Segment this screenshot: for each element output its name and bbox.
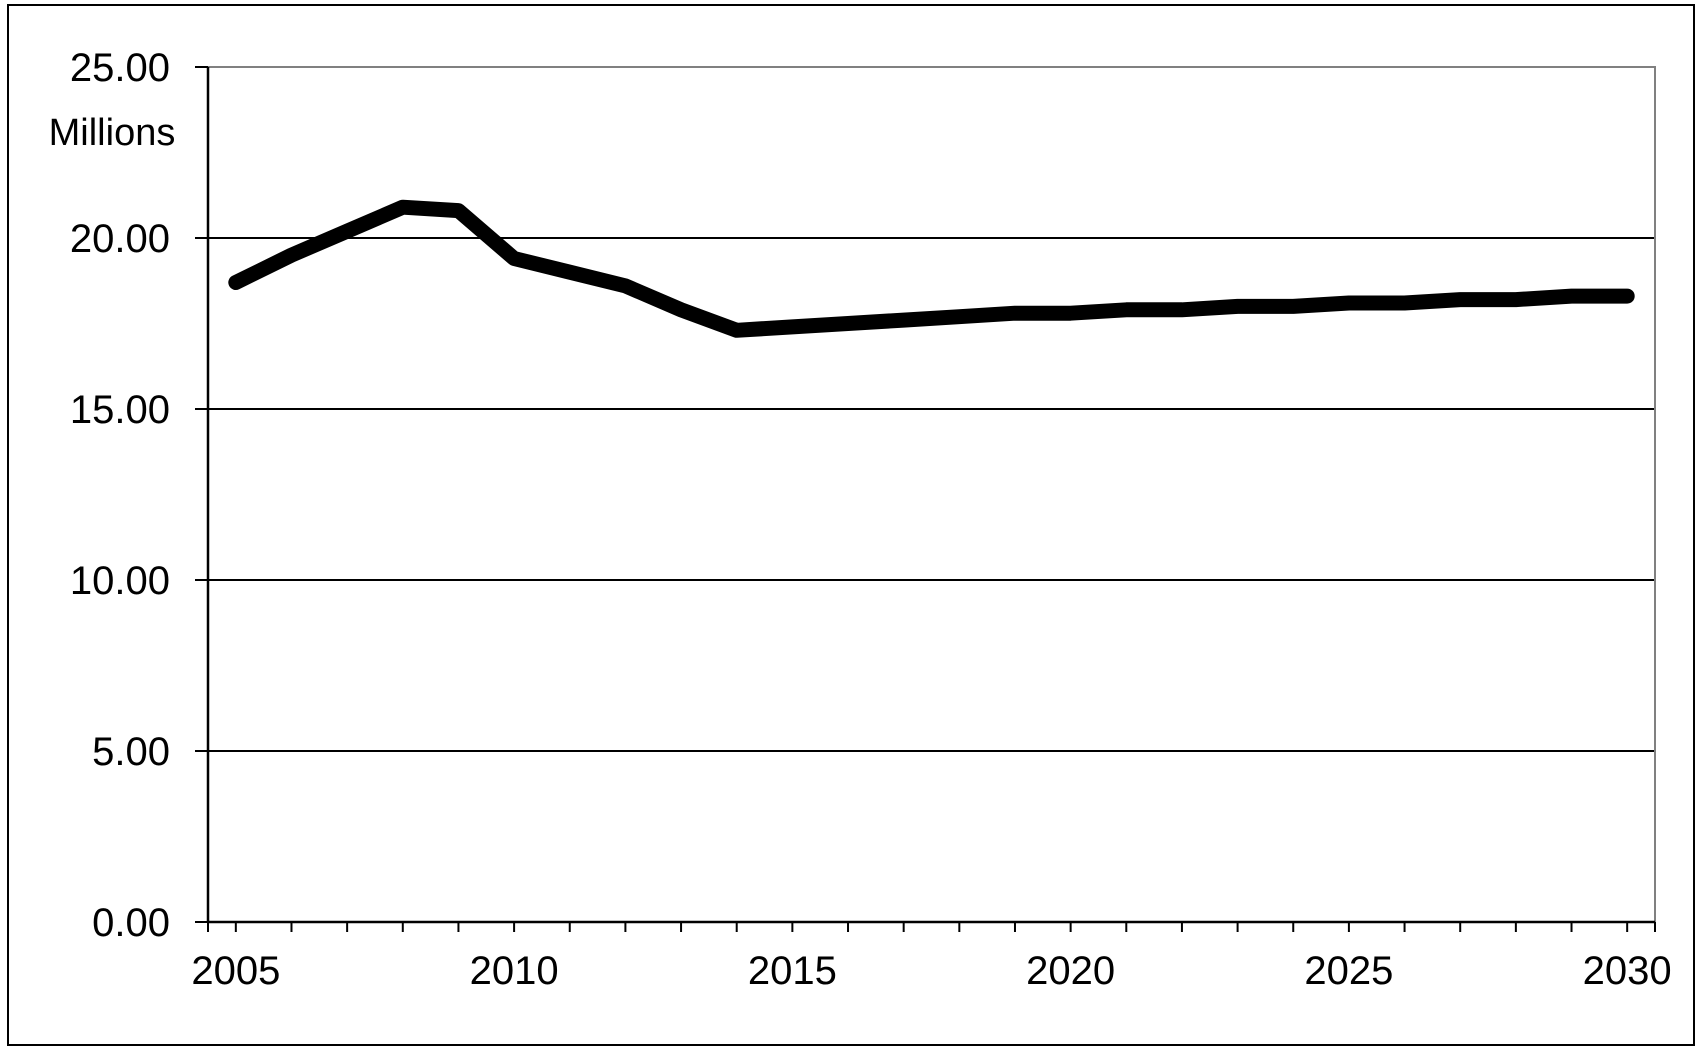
data-point — [1457, 296, 1464, 303]
data-point — [1234, 303, 1241, 310]
gridlines — [208, 237, 1655, 752]
y-tick-label: 25.00 — [70, 46, 170, 90]
data-point — [956, 313, 963, 320]
x-tick-label: 2030 — [1583, 949, 1672, 993]
data-point — [1178, 306, 1185, 313]
data-point — [733, 327, 740, 334]
chart-border — [7, 4, 1695, 1046]
x-tick-label: 2010 — [470, 949, 559, 993]
data-point — [1568, 293, 1575, 300]
x-tick-label: 2005 — [191, 949, 280, 993]
y-tick-label: 0.00 — [92, 901, 170, 945]
y-unit-label: Millions — [49, 112, 176, 154]
data-point — [1123, 306, 1130, 313]
data-point — [1512, 296, 1519, 303]
data-point — [232, 279, 239, 286]
data-point — [845, 320, 852, 327]
data-point — [1290, 303, 1297, 310]
data-point — [1624, 293, 1631, 300]
data-point — [1345, 299, 1352, 306]
axis-tick-labels: 0.00 5.00 10.00 15.00 20.00 25.00 2005 2010 2015… — [70, 46, 1672, 993]
data-point — [511, 255, 518, 262]
y-tick-label: 5.00 — [92, 730, 170, 774]
series-line — [228, 199, 1635, 338]
x-tick-label: 2020 — [1026, 949, 1115, 993]
data-point — [566, 269, 573, 276]
data-point — [399, 204, 406, 211]
data-point — [789, 323, 796, 330]
data-point — [1011, 310, 1018, 317]
data-point — [1067, 310, 1074, 317]
series-layer — [228, 199, 1635, 338]
y-tick-label: 15.00 — [70, 388, 170, 432]
data-point — [1401, 299, 1408, 306]
data-point — [344, 228, 351, 235]
data-point — [678, 306, 685, 313]
data-point — [900, 317, 907, 324]
data-point — [455, 207, 462, 214]
data-point — [622, 282, 629, 289]
x-tick-label: 2025 — [1304, 949, 1393, 993]
data-point — [288, 252, 295, 259]
y-tick-label: 10.00 — [70, 559, 170, 603]
x-tick-label: 2015 — [748, 949, 837, 993]
y-tick-label: 20.00 — [70, 217, 170, 261]
axis-ticks — [195, 66, 1656, 932]
